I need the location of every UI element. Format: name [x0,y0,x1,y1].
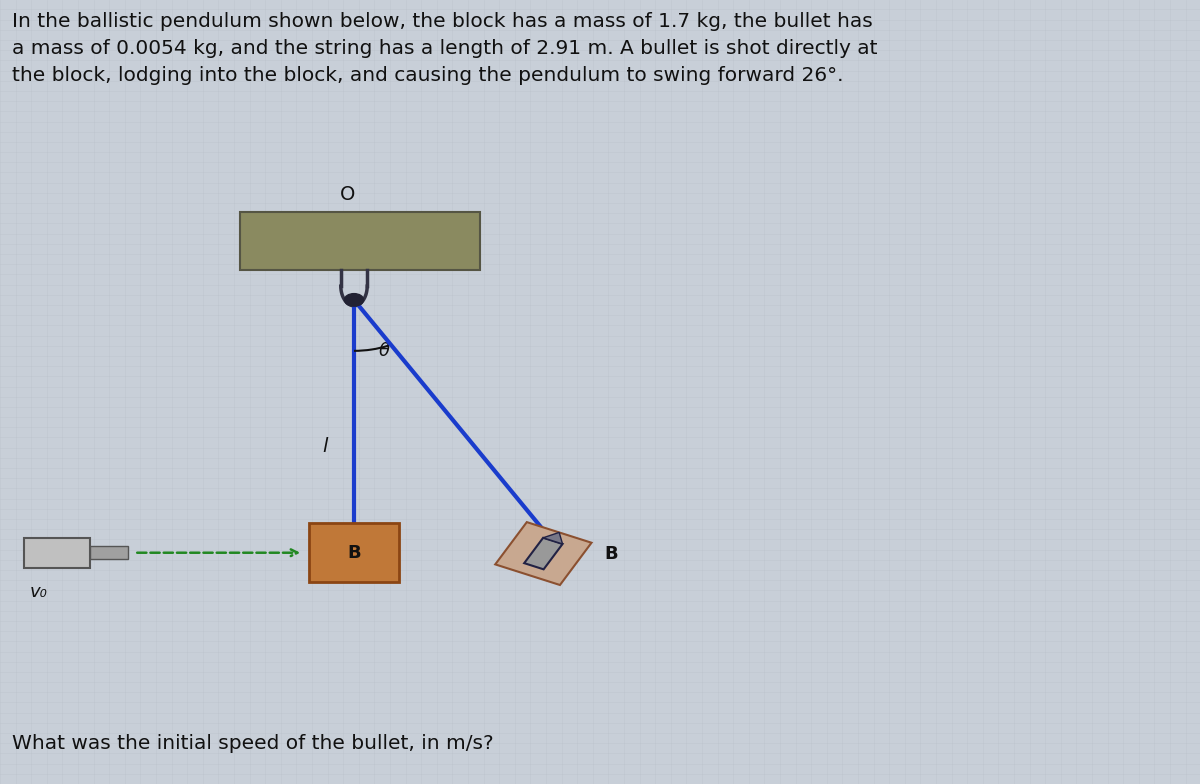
Text: In the ballistic pendulum shown below, the block has a mass of 1.7 kg, the bulle: In the ballistic pendulum shown below, t… [12,12,877,85]
Circle shape [344,294,364,307]
Text: What was the initial speed of the bullet, in m/s?: What was the initial speed of the bullet… [12,734,493,753]
Text: B: B [605,545,618,563]
Bar [310,524,398,582]
Text: θ: θ [378,342,390,360]
Bar [240,212,480,270]
Text: O: O [341,185,355,204]
Polygon shape [544,532,563,544]
Bar [90,546,128,559]
Bar [24,538,90,568]
Polygon shape [496,522,592,585]
Text: l: l [323,437,328,456]
Polygon shape [524,538,563,569]
Text: B: B [347,544,361,561]
Text: v₀: v₀ [30,583,48,601]
